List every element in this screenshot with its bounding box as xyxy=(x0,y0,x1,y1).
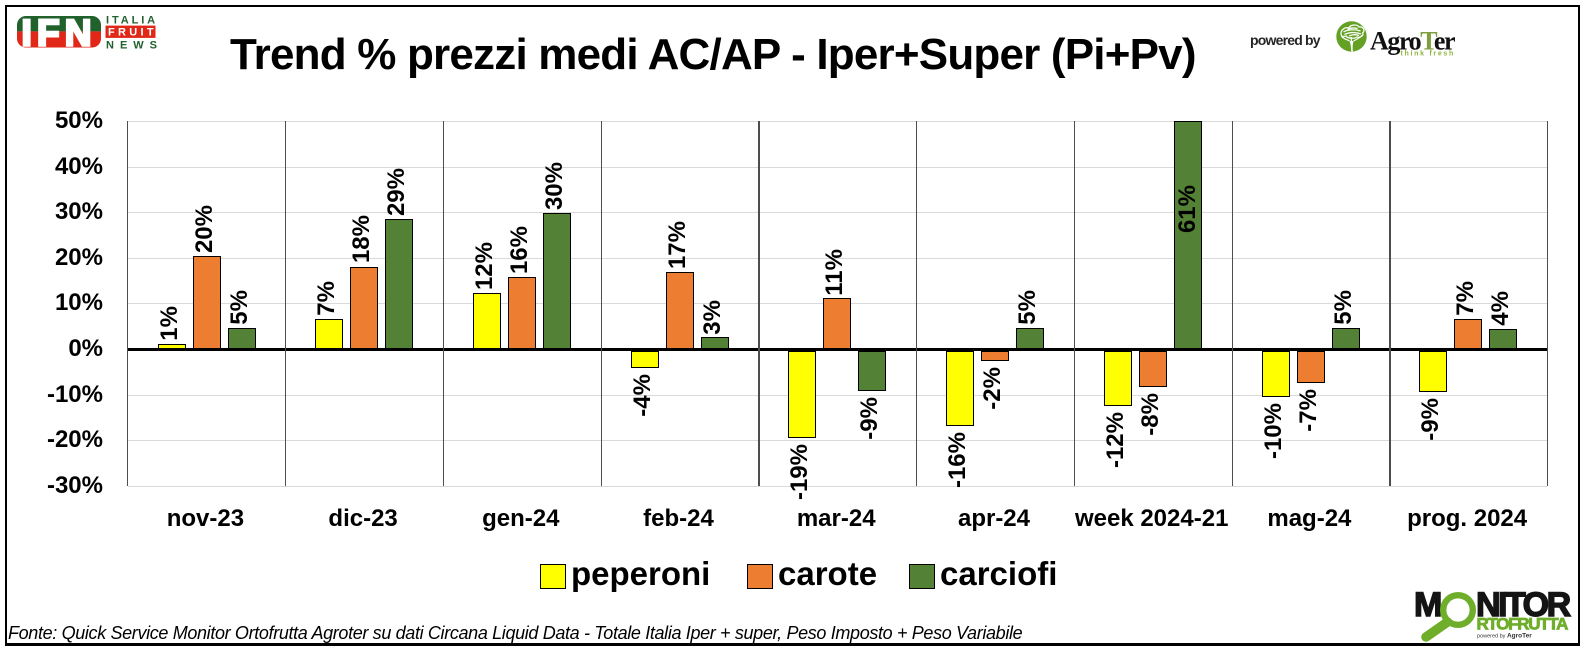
svg-text:powered by AgroTer: powered by AgroTer xyxy=(1477,633,1532,640)
svg-text:NITOR: NITOR xyxy=(1476,586,1571,624)
svg-text:M: M xyxy=(1414,586,1441,624)
svg-text:RTOFRUTTA: RTOFRUTTA xyxy=(1477,615,1569,634)
svg-text:ITALIA: ITALIA xyxy=(106,16,158,27)
svg-text:IFN: IFN xyxy=(22,16,97,52)
svg-text:AgroTer: AgroTer xyxy=(1370,27,1455,56)
svg-text:think fresh: think fresh xyxy=(1401,51,1455,58)
svg-text:NEWS: NEWS xyxy=(106,40,162,52)
svg-text:FRUIT: FRUIT xyxy=(108,27,157,39)
